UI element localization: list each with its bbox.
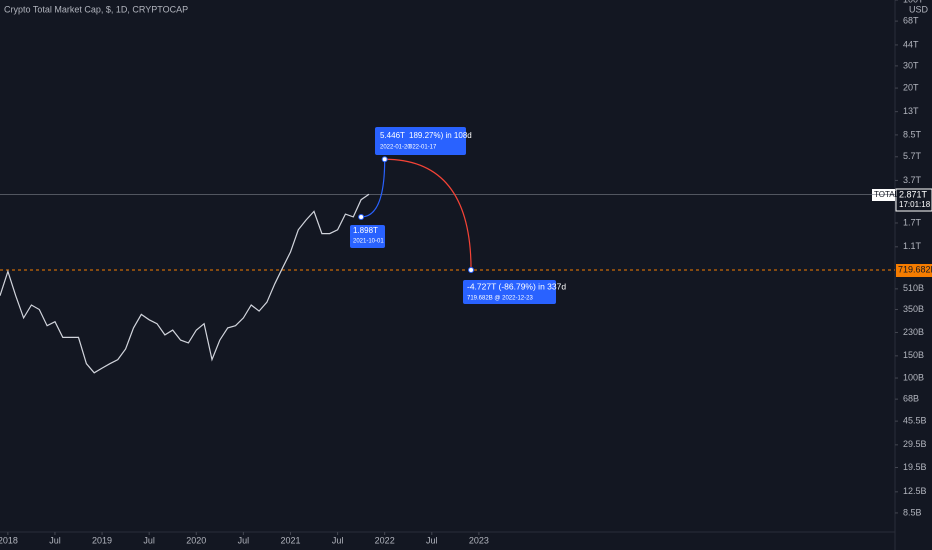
countdown: 17:01:18 [899, 200, 931, 209]
y-tick-label: 68B [903, 394, 919, 404]
y-tick-label: 3.7T [903, 175, 922, 185]
y-tick-label: 44T [903, 39, 919, 49]
y-tick-label: 100B [903, 372, 924, 382]
projection-label: 1.898T [353, 226, 378, 235]
y-tick-label: 8.5T [903, 129, 922, 139]
price-box [895, 188, 932, 212]
x-tick-label: Jul [238, 535, 250, 545]
y-tick-label: 150B [903, 350, 924, 360]
chart-title: Crypto Total Market Cap, $, 1D, CRYPTOCA… [4, 4, 188, 14]
x-tick-label: 2018 [0, 535, 18, 545]
y-tick-label: 12.5B [903, 486, 927, 496]
y-tick-label: 30T [903, 60, 919, 70]
x-tick-label: 2021 [280, 535, 300, 545]
x-tick-label: 2020 [186, 535, 206, 545]
symbol-label: TOTAL [874, 190, 900, 199]
x-tick-label: Jul [426, 535, 438, 545]
projection-label: 2022-01-20 [380, 145, 411, 151]
label-box [375, 127, 466, 155]
x-tick-label: Jul [143, 535, 155, 545]
y-tick-label: 29.5B [903, 439, 927, 449]
projection-label: 189.27%) in 108d [409, 131, 472, 140]
projection-label: 022-01-17 [409, 145, 437, 151]
y-tick-label: 45.5B [903, 416, 927, 426]
y-tick-label: 230B [903, 327, 924, 337]
y-tick-label: 1.7T [903, 217, 922, 227]
label-box [350, 225, 385, 248]
series-line [0, 193, 370, 374]
y-unit: USD [909, 4, 929, 14]
projection-label: 719.682B @ 2022-12-23 [467, 296, 533, 302]
projection-label: 5.446T [380, 131, 405, 140]
last-price-label: 2.871T [899, 189, 928, 199]
projection-point [381, 156, 388, 163]
y-tick-label: 510B [903, 283, 924, 293]
x-tick-label: 2022 [375, 535, 395, 545]
y-tick-label: 8.5B [903, 507, 922, 517]
y-tick-label: 350B [903, 304, 924, 314]
projection-down [384, 158, 472, 271]
label-box [463, 280, 556, 304]
projection-label: 2021-10-01 [353, 239, 384, 245]
x-tick-label: Jul [49, 535, 61, 545]
target-box [896, 264, 932, 277]
projection-point [468, 267, 475, 274]
y-tick-label: 5.7T [903, 151, 922, 161]
projection-point [358, 213, 365, 220]
y-tick-label: 68T [903, 15, 919, 25]
y-tick-label: 19.5B [903, 462, 927, 472]
projection-label: -4.727T (-86.79%) in 337d [467, 281, 566, 291]
target-label: 719.682B [898, 264, 932, 274]
y-tick-label: 100T [903, 0, 924, 4]
x-tick-label: 2023 [469, 535, 489, 545]
y-tick-label: 1.1T [903, 241, 922, 251]
x-tick-label: 2019 [92, 535, 112, 545]
y-tick-label: 13T [903, 106, 919, 116]
projection-up [361, 159, 386, 218]
x-tick-label: Jul [332, 535, 344, 545]
y-tick-label: 20T [903, 82, 919, 92]
symbol-box [872, 189, 895, 201]
